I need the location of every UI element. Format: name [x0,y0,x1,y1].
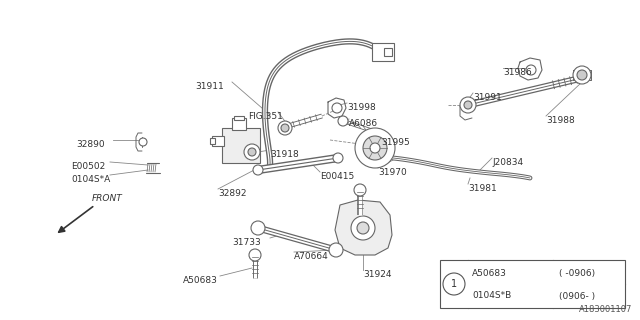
Text: (0906- ): (0906- ) [559,292,595,300]
Circle shape [139,138,147,146]
Bar [210,138,215,144]
Text: 31991: 31991 [473,93,502,102]
Text: 0104S*B: 0104S*B [472,292,511,300]
Circle shape [573,66,591,84]
Text: E00502: E00502 [71,162,105,171]
Text: 31918: 31918 [270,150,299,159]
Text: A50683: A50683 [472,269,507,278]
Circle shape [363,136,387,160]
Bar [234,116,244,120]
Circle shape [460,97,476,113]
Text: 31998: 31998 [347,103,376,112]
Bar [212,136,224,146]
Circle shape [249,249,261,261]
Circle shape [248,148,256,156]
Text: 0104S*A: 0104S*A [71,175,110,184]
Text: A70664: A70664 [294,252,329,261]
Text: 31995: 31995 [381,138,410,147]
Text: 31986: 31986 [503,68,532,77]
Text: 1: 1 [451,279,457,289]
Circle shape [577,70,587,80]
Circle shape [357,222,369,234]
Text: 32892: 32892 [218,189,246,198]
Text: 31988: 31988 [546,116,575,125]
Text: J20834: J20834 [492,158,523,167]
Circle shape [244,144,260,160]
Text: A6086: A6086 [349,119,378,128]
Bar [222,128,260,163]
Text: FRONT: FRONT [92,194,123,203]
Circle shape [332,103,342,113]
Bar [372,43,394,61]
Text: 31970: 31970 [378,168,407,177]
Text: 31981: 31981 [468,184,497,193]
Text: E00415: E00415 [320,172,355,181]
Circle shape [281,124,289,132]
Text: A183001107: A183001107 [579,305,632,314]
Text: A50683: A50683 [183,276,218,285]
Circle shape [278,121,292,135]
Text: 31924: 31924 [363,270,392,279]
Circle shape [443,273,465,295]
Text: ( -0906): ( -0906) [559,269,595,278]
Circle shape [338,116,348,126]
Text: FIG.351: FIG.351 [248,112,283,121]
Polygon shape [335,200,392,255]
Circle shape [333,153,343,163]
Text: 31911: 31911 [195,82,224,91]
Circle shape [464,101,472,109]
Text: 32890: 32890 [76,140,104,149]
Circle shape [251,221,265,235]
Bar [232,118,246,130]
Bar [384,48,392,56]
Bar [440,260,625,308]
Circle shape [526,65,536,75]
Circle shape [351,216,375,240]
Circle shape [329,243,343,257]
Circle shape [253,165,263,175]
Text: 31733: 31733 [232,238,260,247]
Circle shape [355,128,395,168]
Circle shape [354,184,366,196]
Circle shape [370,143,380,153]
